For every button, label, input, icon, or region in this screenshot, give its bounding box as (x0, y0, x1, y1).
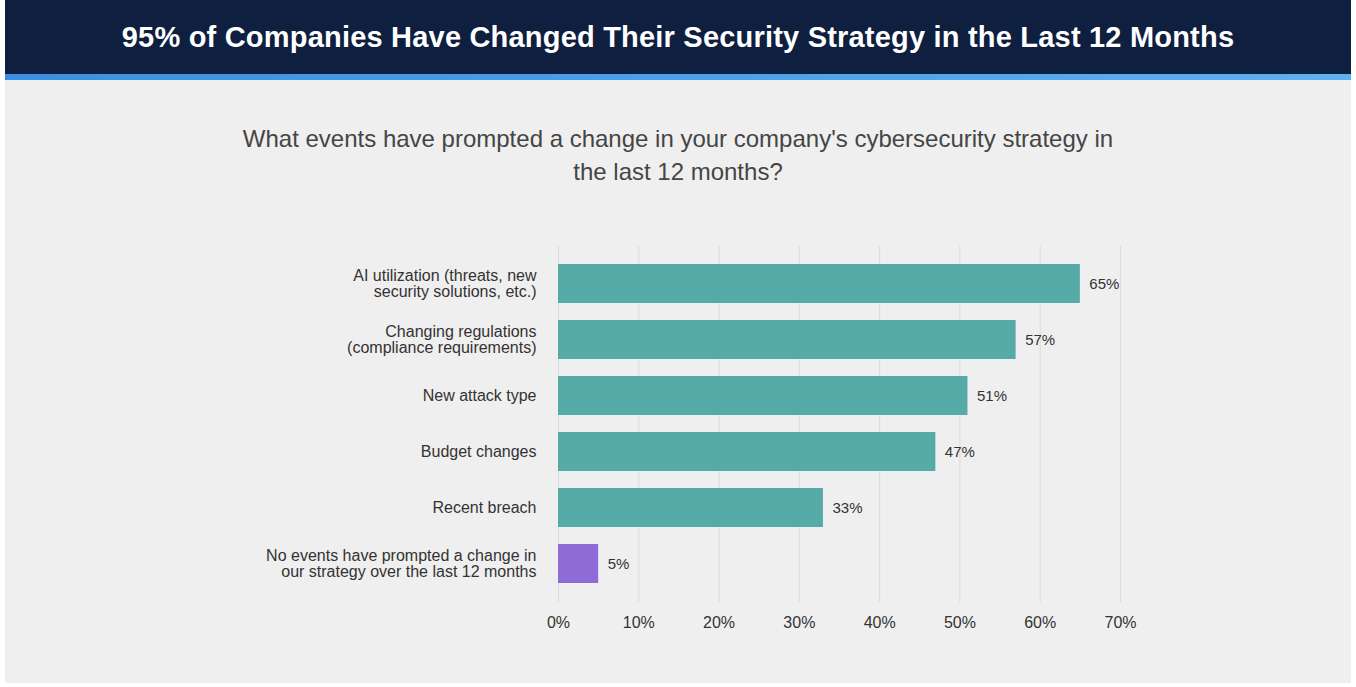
svg-text:Recent breach: Recent breach (432, 499, 536, 516)
svg-text:New attack type: New attack type (423, 387, 537, 404)
svg-text:5%: 5% (608, 555, 630, 572)
svg-text:0%: 0% (547, 614, 570, 631)
svg-text:60%: 60% (1024, 614, 1056, 631)
svg-text:30%: 30% (783, 614, 815, 631)
svg-text:50%: 50% (944, 614, 976, 631)
svg-text:Changing regulations(complianc: Changing regulations(compliance requirem… (347, 323, 536, 356)
svg-text:No events have prompted a chan: No events have prompted a change inour s… (266, 547, 536, 580)
svg-text:Budget changes: Budget changes (421, 443, 537, 460)
svg-text:40%: 40% (864, 614, 896, 631)
svg-text:51%: 51% (977, 387, 1007, 404)
svg-text:70%: 70% (1104, 614, 1136, 631)
svg-text:10%: 10% (623, 614, 655, 631)
html-text:What events have prompted a ch: What events have prompted a change in yo… (242, 125, 1114, 185)
svg-text:AI utilization (threats, newse: AI utilization (threats, newsecurity sol… (353, 267, 537, 300)
svg-text:33%: 33% (832, 499, 862, 516)
svg-text:65%: 65% (1089, 275, 1119, 292)
svg-text:20%: 20% (703, 614, 735, 631)
svg-text:57%: 57% (1025, 331, 1055, 348)
html-text:95% of Companies Have Changed: 95% of Companies Have Changed Their Secu… (121, 20, 1235, 53)
svg-text:47%: 47% (945, 443, 975, 460)
